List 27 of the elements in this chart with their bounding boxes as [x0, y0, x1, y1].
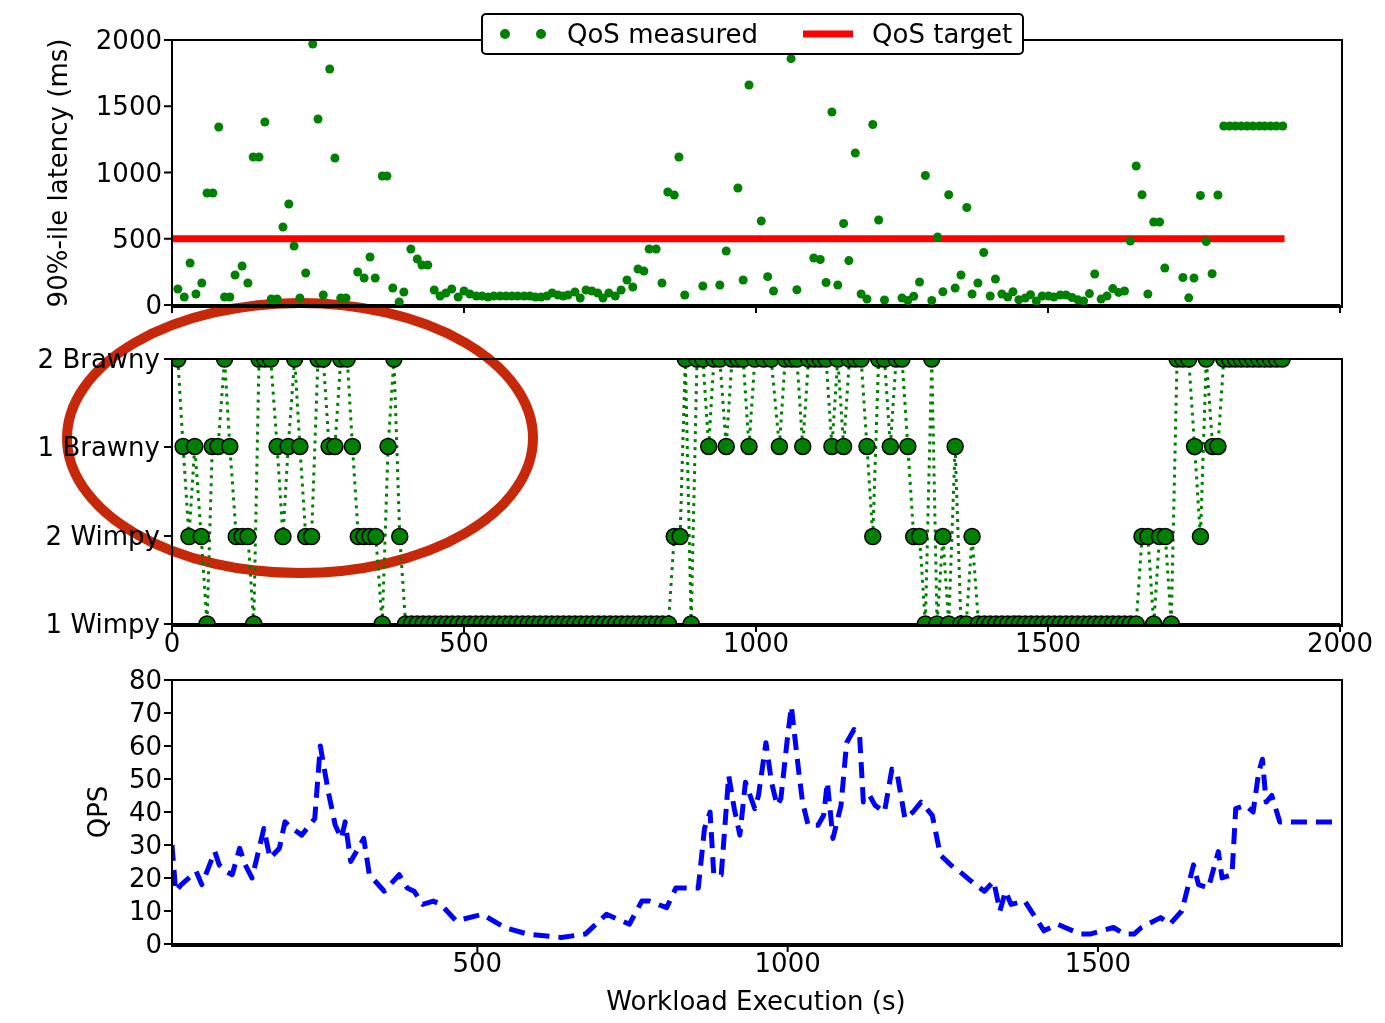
y-tick-label: 1500 — [95, 91, 162, 122]
y-tick-label: 2000 — [95, 25, 162, 56]
y-tick-label: 0 — [145, 290, 162, 321]
y-tick-label: 30 — [128, 830, 162, 861]
legend-label: QoS measured — [567, 19, 759, 49]
x-tick-label: 500 — [439, 628, 489, 659]
x-tick-label: 1500 — [1064, 948, 1132, 979]
y-tick-label: 50 — [128, 764, 162, 795]
y-tick-label: 1000 — [95, 157, 162, 188]
y-tick-label: 80 — [128, 665, 162, 696]
y-tick-label: 40 — [128, 797, 162, 828]
y-tick-label: 20 — [128, 863, 162, 894]
x-tick-label: 500 — [452, 948, 503, 979]
legend-label: QoS target — [872, 19, 1013, 49]
x-tick-label: 2000 — [1306, 628, 1374, 659]
x-axis-title: Workload Execution (s) — [606, 986, 906, 1016]
x-tick-label: 1000 — [754, 948, 821, 979]
text: 1 Wimpy — [45, 609, 160, 639]
y-tick-label: 0 — [145, 929, 162, 960]
y-tick-label: 10 — [128, 896, 162, 927]
y-tick-label: 60 — [128, 731, 162, 762]
y-tick-label: 500 — [112, 223, 162, 254]
y-axis-title: QPS — [83, 785, 113, 839]
x-tick-label: 1000 — [722, 628, 790, 659]
y-axis-title: 90%-ile latency (ms) — [43, 38, 73, 307]
y-tick-label: 70 — [128, 698, 162, 729]
x-tick-label: 1500 — [1014, 628, 1082, 659]
